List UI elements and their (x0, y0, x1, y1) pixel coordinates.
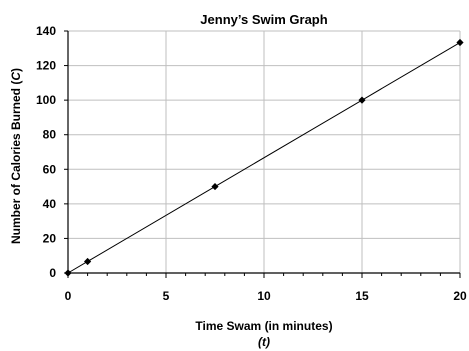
x-tick-labels: 0 5 10 15 20 (65, 289, 467, 303)
y-tick-label: 60 (43, 162, 57, 176)
grid (68, 30, 461, 273)
data-point-marker (64, 269, 72, 277)
data-point-marker (456, 38, 464, 47)
y-tick-label: 20 (43, 231, 57, 245)
y-tick-label: 0 (49, 266, 56, 280)
data-point-marker (84, 257, 92, 266)
y-axis-label-text: Number of Calories Burned ( (9, 81, 23, 244)
x-tick-label: 0 (65, 289, 72, 303)
y-tick-label: 140 (36, 24, 56, 38)
x-tick-label: 10 (257, 289, 271, 303)
y-tick-label: 100 (36, 93, 56, 107)
y-axis-label: Number of Calories Burned (C) (9, 68, 23, 244)
chart-title: Jenny’s Swim Graph (200, 12, 327, 27)
x-axis-variable: (t) (258, 335, 270, 349)
data-point-marker (211, 182, 219, 191)
x-axis-label: Time Swam (in minutes) (195, 319, 332, 333)
y-tick-label: 80 (43, 128, 57, 142)
y-tick-label: 120 (36, 59, 56, 73)
x-tick-label: 5 (163, 289, 170, 303)
y-axis-variable: C (9, 72, 23, 81)
x-tick-label: 15 (355, 289, 369, 303)
x-tick-label: 20 (453, 289, 467, 303)
y-tick-label: 40 (43, 197, 57, 211)
y-axis-label-close: ) (9, 68, 23, 72)
data-point-marker (358, 96, 366, 104)
series (64, 38, 464, 277)
y-tick-labels: 0 20 40 60 80 100 120 140 (36, 24, 56, 280)
